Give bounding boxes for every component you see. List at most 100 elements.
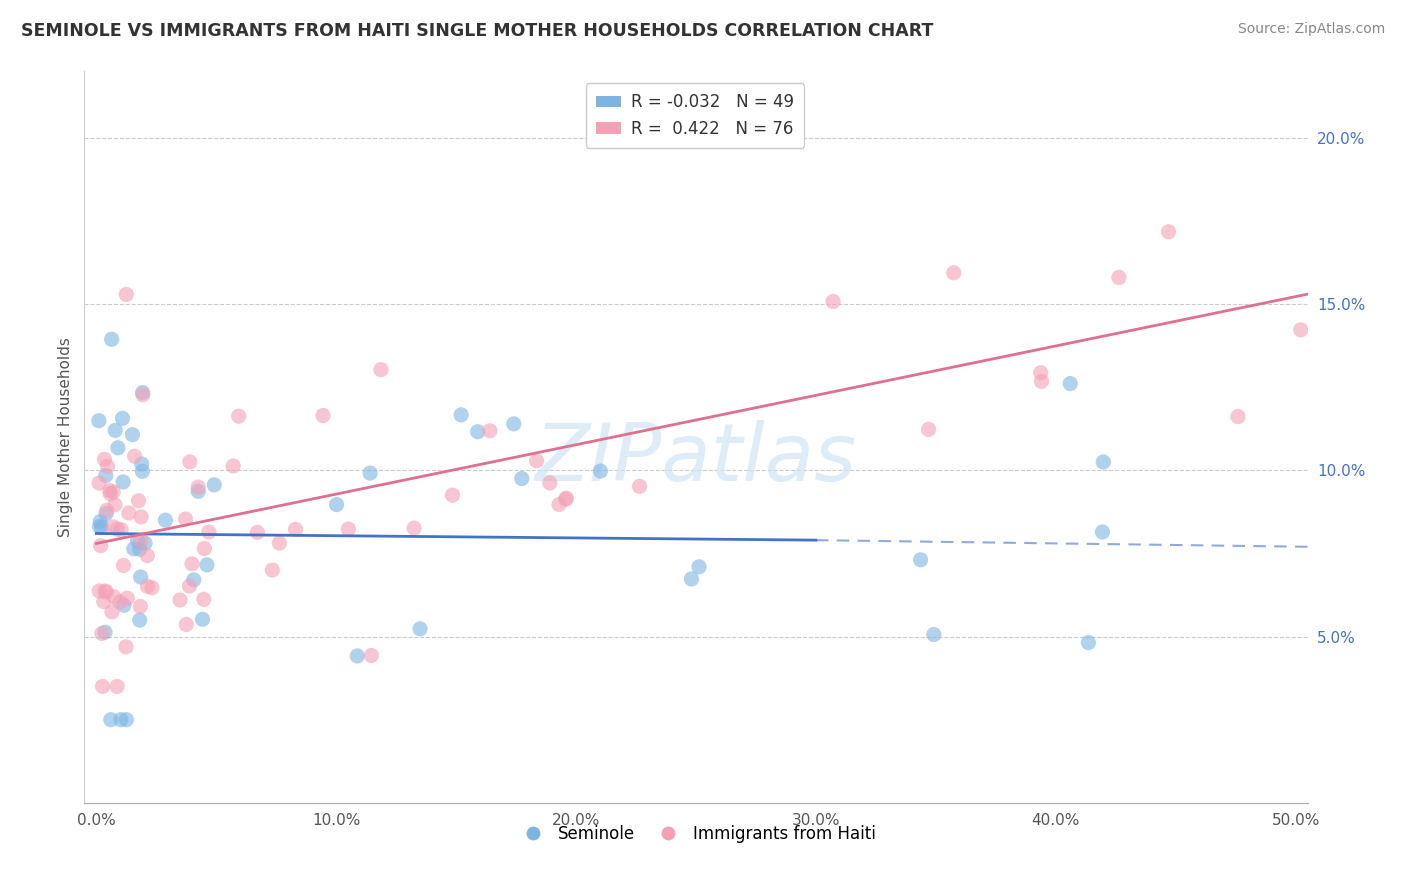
Point: [132, 388, 155, 402]
Point: [169, 593, 191, 607]
Point: [96, 585, 118, 599]
Point: [94, 507, 117, 521]
Text: Source: ZipAtlas.com: Source: ZipAtlas.com: [1237, 22, 1385, 37]
Point: [195, 558, 218, 572]
Point: [117, 591, 139, 606]
Point: [222, 458, 245, 473]
Point: [1317, 213, 1340, 227]
Point: [112, 599, 135, 613]
Point: [823, 294, 845, 309]
Point: [87, 414, 110, 428]
Point: [129, 510, 152, 524]
Point: [105, 522, 128, 536]
Point: [112, 475, 135, 489]
Point: [98, 487, 121, 501]
Point: [526, 454, 548, 468]
Point: [107, 441, 129, 455]
Point: [910, 553, 932, 567]
Y-axis label: Single Mother Households: Single Mother Households: [58, 337, 73, 537]
Point: [538, 475, 561, 490]
Point: [502, 417, 524, 431]
Point: [628, 479, 651, 493]
Point: [174, 512, 197, 526]
Point: [346, 648, 368, 663]
Point: [548, 498, 571, 512]
Point: [111, 411, 134, 425]
Point: [179, 579, 201, 593]
Point: [450, 408, 472, 422]
Point: [128, 613, 150, 627]
Point: [1226, 409, 1249, 424]
Point: [510, 471, 533, 485]
Point: [1031, 374, 1053, 388]
Point: [115, 640, 138, 654]
Legend: Seminole, Immigrants from Haiti: Seminole, Immigrants from Haiti: [509, 818, 883, 849]
Point: [90, 539, 112, 553]
Point: [94, 584, 117, 599]
Point: [141, 581, 163, 595]
Point: [922, 627, 945, 641]
Point: [409, 622, 432, 636]
Point: [129, 533, 152, 548]
Point: [269, 536, 291, 550]
Point: [129, 599, 152, 614]
Point: [94, 625, 117, 640]
Point: [118, 506, 141, 520]
Point: [246, 525, 269, 540]
Point: [115, 713, 138, 727]
Point: [187, 480, 209, 494]
Point: [337, 522, 360, 536]
Point: [262, 563, 284, 577]
Point: [1059, 376, 1081, 391]
Point: [174, 617, 197, 632]
Text: SEMINOLE VS IMMIGRANTS FROM HAITI SINGLE MOTHER HOUSEHOLDS CORRELATION CHART: SEMINOLE VS IMMIGRANTS FROM HAITI SINGLE…: [21, 22, 934, 40]
Point: [183, 573, 205, 587]
Point: [228, 409, 250, 424]
Point: [942, 266, 965, 280]
Point: [312, 409, 335, 423]
Point: [103, 485, 125, 500]
Point: [96, 503, 118, 517]
Point: [101, 605, 124, 619]
Point: [589, 464, 612, 478]
Point: [136, 579, 159, 593]
Point: [1157, 225, 1180, 239]
Point: [325, 498, 347, 512]
Point: [134, 536, 156, 550]
Point: [360, 648, 382, 663]
Point: [478, 424, 501, 438]
Point: [193, 541, 215, 556]
Point: [89, 515, 111, 529]
Point: [688, 559, 710, 574]
Point: [917, 422, 939, 436]
Point: [1092, 455, 1115, 469]
Point: [122, 541, 145, 556]
Point: [90, 626, 112, 640]
Point: [1029, 366, 1052, 380]
Point: [202, 478, 225, 492]
Point: [467, 425, 489, 439]
Point: [370, 362, 392, 376]
Point: [112, 558, 135, 573]
Point: [121, 427, 143, 442]
Point: [131, 464, 153, 478]
Point: [198, 524, 221, 539]
Point: [96, 459, 118, 474]
Point: [136, 549, 159, 563]
Point: [127, 533, 149, 548]
Point: [110, 713, 132, 727]
Point: [1108, 270, 1130, 285]
Point: [359, 466, 381, 480]
Point: [89, 519, 111, 533]
Point: [1077, 635, 1099, 649]
Point: [100, 332, 122, 346]
Point: [131, 457, 153, 471]
Point: [128, 542, 150, 557]
Point: [128, 493, 150, 508]
Point: [179, 455, 201, 469]
Point: [91, 680, 114, 694]
Point: [110, 523, 132, 537]
Point: [441, 488, 464, 502]
Point: [124, 450, 146, 464]
Point: [104, 423, 127, 437]
